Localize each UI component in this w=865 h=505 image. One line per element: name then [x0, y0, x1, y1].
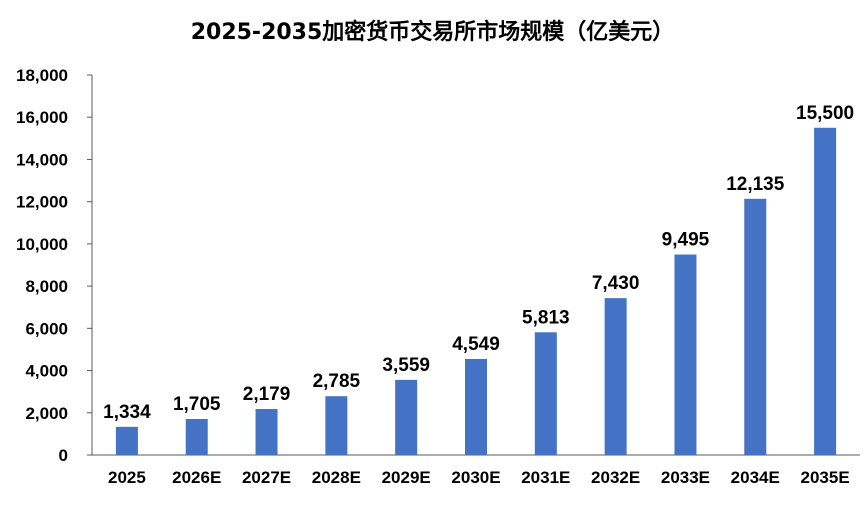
x-tick-label: 2028E [312, 468, 361, 487]
x-tick-label: 2033E [661, 468, 710, 487]
bar [325, 396, 348, 455]
data-label: 7,430 [592, 273, 640, 294]
y-tick-label: 14,000 [16, 150, 68, 169]
y-tick-label: 4,000 [25, 362, 68, 381]
x-tick-label: 2029E [382, 468, 431, 487]
x-tick-label: 2031E [521, 468, 570, 487]
y-tick-label: 2,000 [25, 404, 68, 423]
data-label: 9,495 [662, 230, 710, 251]
chart-title: 2025-2035加密货币交易所市场规模（亿美元） [190, 20, 675, 45]
y-tick-label: 6,000 [25, 319, 68, 338]
data-label: 3,559 [382, 355, 430, 376]
bar [534, 332, 557, 455]
x-tick-label: 2035E [801, 468, 850, 487]
data-label: 1,705 [173, 394, 221, 415]
bar [465, 358, 487, 455]
bar [395, 379, 418, 455]
bar [674, 254, 697, 455]
bar [255, 408, 278, 455]
data-label: 2,179 [243, 384, 291, 405]
labels: 0 2,000 4,000 6,000 8,000 10,000 12,000 14,000 1… [16, 66, 854, 487]
data-label: 4,549 [452, 334, 500, 355]
bars [115, 127, 837, 456]
x-tick-label: 2027E [242, 468, 291, 487]
bar [115, 426, 138, 455]
x-tick-label: 2034E [731, 468, 780, 487]
y-tick-label: 12,000 [16, 193, 68, 212]
data-label: 2,785 [313, 371, 361, 392]
data-label: 1,334 [103, 402, 151, 423]
y-tick-label: 0 [59, 446, 68, 465]
y-tick-label: 16,000 [16, 108, 68, 127]
data-label: 12,135 [726, 174, 785, 195]
x-tick-label: 2025 [108, 468, 146, 487]
data-label: 15,500 [796, 103, 854, 124]
data-label: 5,813 [522, 307, 570, 328]
bar [185, 419, 208, 455]
x-tick-label: 2030E [451, 468, 500, 487]
x-tick-label: 2032E [591, 468, 640, 487]
bar [744, 198, 767, 456]
x-tick-label: 2026E [172, 468, 221, 487]
bar [814, 127, 837, 456]
y-tick-label: 10,000 [16, 235, 68, 254]
bar [604, 298, 627, 455]
y-tick-label: 8,000 [25, 277, 68, 296]
y-tick-label: 18,000 [16, 66, 68, 85]
